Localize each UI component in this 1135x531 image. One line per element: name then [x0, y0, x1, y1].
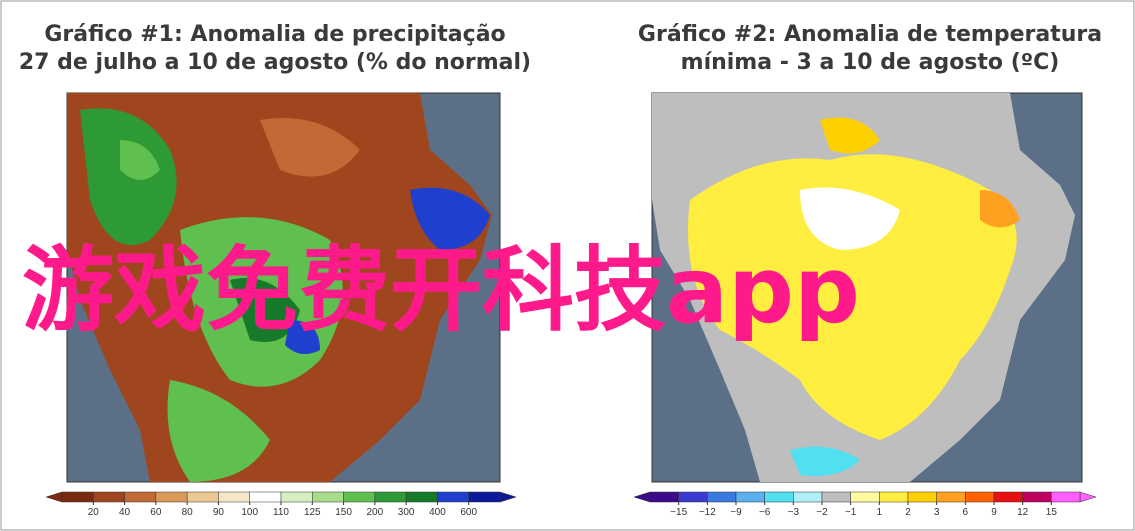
colorbar-label: 110	[273, 507, 289, 518]
colorbar-label: 600	[460, 507, 477, 518]
colorbar-swatch	[649, 491, 679, 503]
colorbar-swatch	[1051, 491, 1081, 503]
colorbar-label: 150	[335, 507, 352, 518]
colorbar-swatch	[707, 491, 737, 503]
colorbar-swatch	[879, 491, 909, 503]
colorbar-swatch	[186, 491, 219, 503]
colorbar-swatch	[61, 491, 94, 503]
colorbar: 20 40 60 80 90 100 110 125 150 200 300 400 600	[45, 491, 517, 518]
colorbar-label: 40	[119, 507, 131, 518]
panel-subtitle: mínima - 3 a 10 de agosto (ºC)	[681, 50, 1060, 75]
colorbar-swatch	[374, 491, 407, 503]
colorbar-swatch	[678, 491, 708, 503]
colorbar-label: 300	[398, 507, 415, 518]
colorbar-swatch	[280, 491, 313, 503]
colorbar-swatch	[821, 491, 851, 503]
colorbar-label: 200	[367, 507, 384, 518]
panel-subtitle: 27 de julho a 10 de agosto (% do normal)	[19, 50, 531, 75]
colorbar-swatch	[965, 491, 995, 503]
colorbar-swatch	[793, 491, 823, 503]
colorbar-swatch	[437, 491, 469, 503]
colorbar-swatch	[735, 491, 765, 503]
colorbar-swatch	[993, 491, 1023, 503]
colorbar-swatch	[907, 491, 937, 503]
colorbar-swatch	[1022, 491, 1052, 503]
colorbar-label: 80	[182, 507, 194, 518]
colorbar-swatch	[764, 491, 794, 503]
colorbar-swatch	[936, 491, 966, 503]
colorbar-label: −15	[670, 507, 687, 518]
colorbar-label: 400	[429, 507, 446, 518]
panel-title: Gráfico #1: Anomalia de precipitação	[44, 22, 505, 47]
colorbar-label: −12	[699, 507, 716, 518]
panel-title: Gráfico #2: Anomalia de temperatura	[638, 22, 1102, 47]
colorbar-label: 3	[934, 507, 940, 518]
colorbar-label: 20	[88, 507, 100, 518]
colorbar-label: 2	[905, 507, 911, 518]
colorbar-label: 9	[991, 507, 997, 518]
colorbar-swatch	[468, 491, 501, 503]
colorbar-label: −2	[816, 507, 828, 518]
colorbar-swatch	[155, 491, 188, 503]
watermark-text: 游戏免费开科技app	[22, 237, 860, 344]
colorbar-swatch	[218, 491, 250, 503]
colorbar-label: 1	[877, 507, 883, 518]
colorbar-swatch	[850, 491, 880, 503]
colorbar-swatch	[124, 491, 157, 503]
colorbar: −15 −12 −9 −6 −3 −2 −1 1 2 3 6 9 12 15	[633, 491, 1097, 518]
colorbar-label: 6	[963, 507, 969, 518]
colorbar-label: 60	[150, 507, 162, 518]
temperature-map	[651, 92, 1083, 483]
colorbar-label: −3	[788, 507, 800, 518]
colorbar-label: 12	[1017, 507, 1029, 518]
colorbar-label: −9	[730, 507, 742, 518]
colorbar-label: −6	[759, 507, 771, 518]
colorbar-label: 90	[213, 507, 225, 518]
colorbar-label: −1	[845, 507, 857, 518]
colorbar-label: 125	[304, 507, 321, 518]
colorbar-swatch	[93, 491, 125, 503]
precipitation-map	[66, 92, 501, 483]
colorbar-label: 15	[1046, 507, 1058, 518]
colorbar-swatch	[343, 491, 376, 503]
colorbar-label: 100	[241, 507, 258, 518]
colorbar-swatch	[312, 491, 344, 503]
colorbar-swatch	[249, 491, 282, 503]
colorbar-swatch	[405, 491, 438, 503]
